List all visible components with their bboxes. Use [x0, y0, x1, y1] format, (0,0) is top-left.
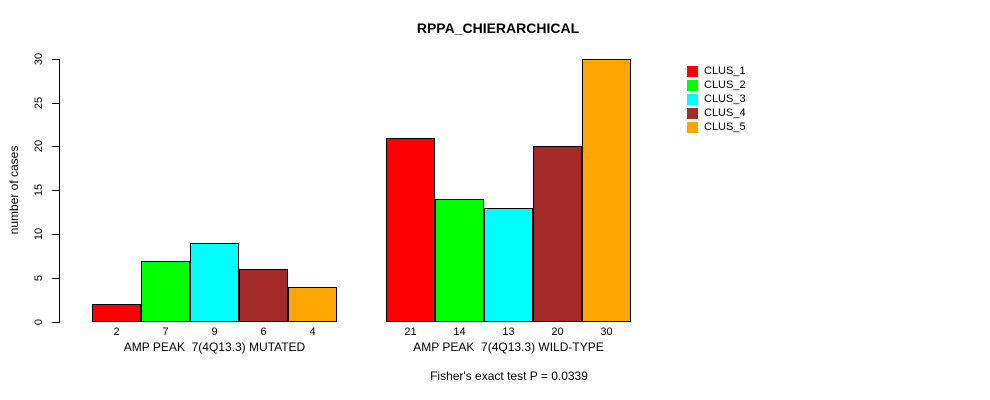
bar-value-label: 30 — [600, 326, 613, 338]
legend-label: CLUS_4 — [704, 107, 746, 119]
legend-label: CLUS_2 — [704, 79, 746, 91]
bar-clus_5 — [288, 286, 337, 322]
legend-swatch-icon — [687, 65, 698, 77]
legend-swatch-icon — [687, 121, 698, 133]
legend-item: CLUS_2 — [687, 78, 746, 92]
annotation-text: Fisher's exact test P = 0.0339 — [430, 369, 588, 383]
legend-swatch-icon — [687, 107, 698, 119]
y-tick-label: 30 — [33, 52, 45, 65]
bar-clus_5 — [582, 58, 631, 322]
bar-value-label: 14 — [453, 326, 466, 338]
legend-swatch-icon — [687, 93, 698, 105]
bar-value-label: 7 — [162, 326, 169, 338]
y-tick-label: 0 — [33, 318, 45, 326]
bar-clus_1 — [386, 137, 435, 322]
y-axis-label: number of cases — [7, 145, 21, 235]
bar-value-label: 20 — [551, 326, 564, 338]
y-tick-label: 20 — [33, 140, 45, 153]
bar-value-label: 6 — [260, 326, 267, 338]
bar-value-label: 4 — [309, 326, 316, 338]
y-axis-line — [59, 58, 60, 323]
legend-item: CLUS_1 — [687, 64, 746, 78]
legend-item: CLUS_3 — [687, 92, 746, 106]
y-tick — [52, 190, 59, 192]
legend-item: CLUS_5 — [687, 120, 746, 134]
bar-clus_4 — [239, 269, 288, 322]
y-tick — [52, 58, 59, 60]
y-tick-label: 5 — [33, 275, 45, 282]
group-label: AMP PEAK 7(4Q13.3) MUTATED — [123, 340, 306, 354]
legend: CLUS_1 CLUS_2 CLUS_3 CLUS_4 CLUS_5 — [687, 64, 746, 134]
bar-clus_3 — [190, 242, 239, 322]
bar-clus_2 — [141, 260, 190, 322]
legend-label: CLUS_5 — [704, 121, 746, 133]
bar-value-label: 2 — [113, 326, 120, 338]
y-tick-label: 15 — [33, 184, 45, 197]
y-tick-label: 10 — [33, 228, 45, 241]
bar-clus_2 — [435, 199, 484, 322]
bar-clus_4 — [533, 146, 582, 322]
bar-value-label: 9 — [211, 326, 218, 338]
y-tick — [52, 102, 59, 104]
bar-clus_3 — [484, 207, 533, 322]
y-tick — [52, 322, 59, 323]
bar-value-label: 21 — [404, 326, 417, 338]
legend-swatch-icon — [687, 79, 698, 91]
group-label: AMP PEAK 7(4Q13.3) WILD-TYPE — [413, 340, 604, 354]
bar-clus_1 — [92, 304, 141, 322]
bar-value-label: 13 — [502, 326, 515, 338]
y-tick — [52, 278, 59, 280]
legend-label: CLUS_1 — [704, 65, 746, 77]
legend-item: CLUS_4 — [687, 106, 746, 120]
y-tick — [52, 234, 59, 236]
legend-label: CLUS_3 — [704, 93, 746, 105]
y-tick-label: 25 — [33, 96, 45, 109]
chart-title: RPPA_CHIERARCHICAL — [416, 20, 580, 36]
y-tick — [52, 146, 59, 148]
